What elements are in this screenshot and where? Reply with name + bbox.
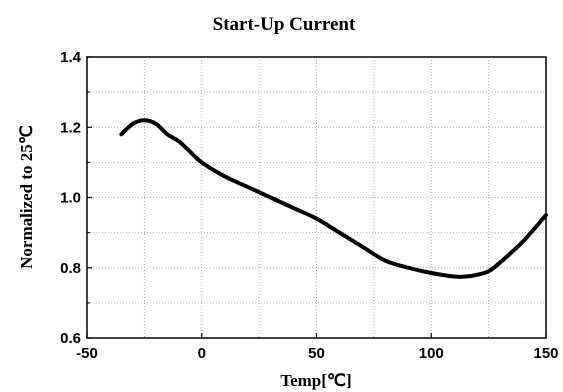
x-tick-label: 150 (533, 345, 558, 362)
x-tick-label: -50 (76, 345, 98, 362)
x-tick-label: 0 (198, 345, 206, 362)
y-tick-label: 1.0 (60, 190, 81, 207)
x-tick-label: 100 (419, 345, 444, 362)
x-axis-title: Temp[℃] (280, 371, 351, 390)
y-tick-label: 1.2 (60, 119, 81, 136)
y-axis-title: Normalized to 25℃ (17, 125, 36, 269)
x-tick-label: 50 (308, 345, 325, 362)
chart-title: Start-Up Current (213, 14, 356, 35)
y-tick-label: 1.4 (60, 49, 82, 66)
y-tick-label: 0.8 (60, 260, 81, 277)
series-line (119, 118, 548, 279)
grid (87, 57, 546, 338)
axis-ticks: -50 0 50 100 150 0.6 0.8 1.0 1.2 1.4 (60, 49, 558, 362)
y-tick-label: 0.6 (60, 330, 81, 347)
